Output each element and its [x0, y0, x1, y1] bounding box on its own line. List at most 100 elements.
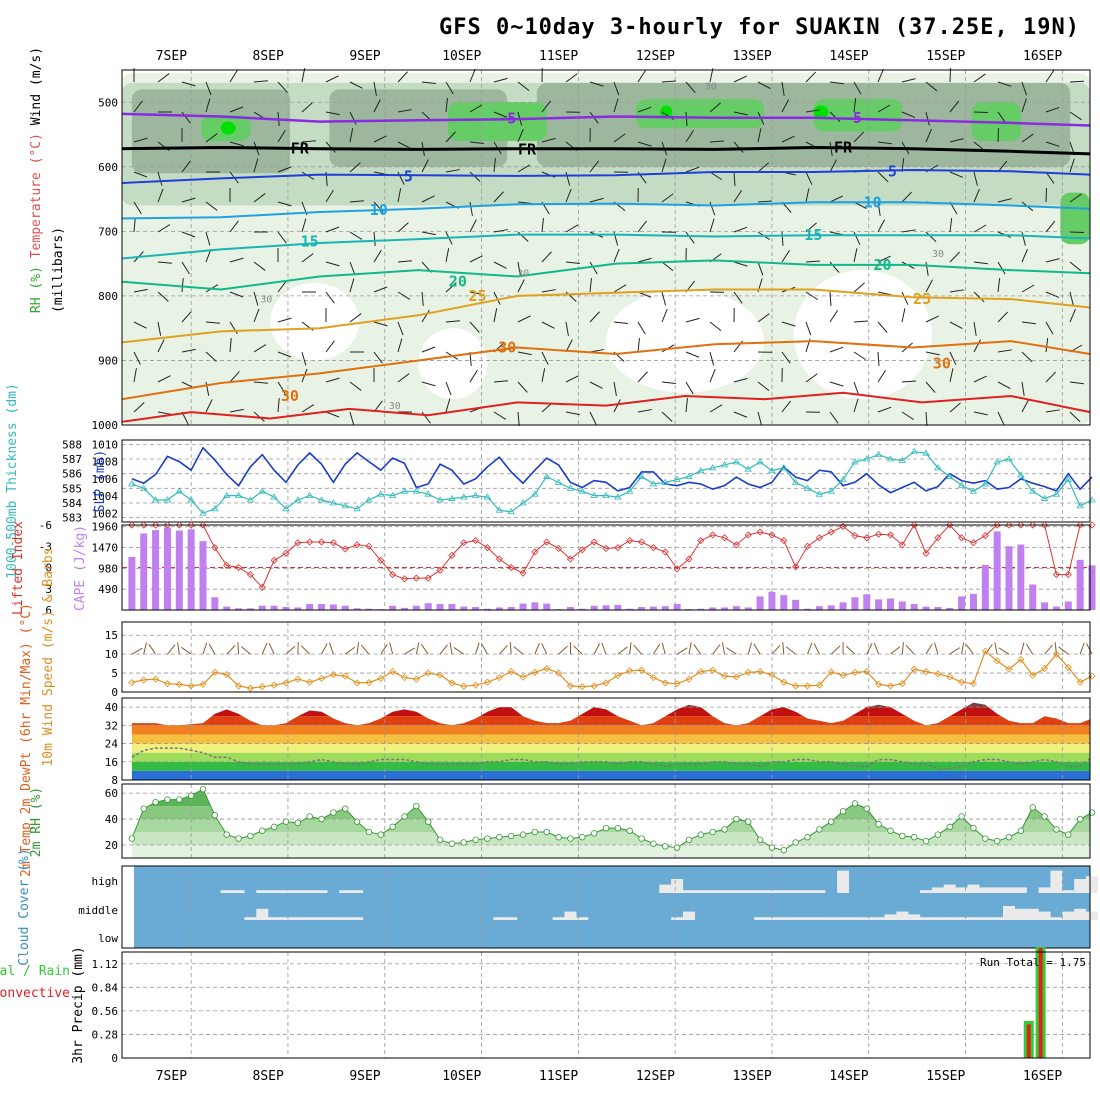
thickness-point — [436, 496, 444, 503]
lifted-index-point — [1005, 521, 1013, 529]
rh-point — [768, 844, 776, 851]
lifted-index-point — [803, 542, 812, 550]
cloud-bar-high — [1074, 879, 1087, 893]
wind-speed-point — [910, 665, 918, 673]
rh-point — [1076, 815, 1084, 823]
wind-barb — [805, 71, 817, 83]
lifted-index-point — [792, 563, 800, 571]
temp-band — [131, 702, 1090, 708]
wind-speed-point — [1052, 650, 1060, 658]
temp-band — [131, 725, 1090, 735]
cloud-bar-middle — [896, 911, 909, 920]
cape-bar — [294, 607, 302, 610]
rh-contour-label: 30 — [260, 294, 272, 305]
wind-barb — [637, 338, 640, 353]
cape-bar — [483, 608, 491, 610]
rh-point — [342, 805, 349, 812]
wind-barb — [445, 248, 450, 263]
wind-barb — [565, 261, 580, 264]
wind-barb-10m — [676, 647, 688, 655]
rh-point — [365, 828, 373, 836]
wind-speed-point — [685, 675, 693, 683]
wind-barb — [229, 220, 239, 233]
wind-barb-10m — [753, 643, 761, 655]
cloud-bar-high — [765, 890, 778, 893]
wind-barb — [469, 219, 477, 233]
rh-point — [626, 827, 633, 834]
wind-barb — [421, 309, 430, 323]
wind-barb-10m — [481, 643, 488, 655]
wind-barb — [589, 381, 603, 389]
temp-contour-label: -5 — [844, 109, 862, 127]
cloud-bar-high — [789, 890, 802, 893]
y-tick-label: 583 — [62, 512, 82, 525]
slp-line — [131, 446, 1093, 494]
thickness-point — [732, 458, 741, 465]
wind-barb — [877, 171, 889, 183]
date-label-bottom: 10SEP — [442, 1069, 481, 1084]
rh-point — [389, 823, 396, 831]
date-label-bottom: 13SEP — [733, 1069, 772, 1084]
wind-barb — [1045, 106, 1060, 113]
wind-barb-10m — [415, 642, 420, 655]
wind-barb-10m — [268, 642, 275, 655]
thickness-point — [934, 464, 942, 471]
lifted-index-point — [507, 563, 515, 572]
wind-barb — [181, 278, 184, 293]
rh-point — [164, 796, 171, 803]
rh-point — [887, 827, 894, 834]
lifted-index-point — [258, 583, 266, 591]
date-label-top: 8SEP — [253, 49, 284, 64]
rh-point — [958, 813, 965, 820]
wind-barb — [805, 109, 820, 113]
thickness-point — [211, 505, 219, 512]
y-axis-label: 2m Temp 2m DewPt (6hr Min/Max) (°C) — [19, 603, 34, 877]
wind-barb — [253, 308, 260, 323]
wind-barb — [517, 351, 532, 356]
rh-shading — [660, 105, 673, 119]
wind-barb — [541, 351, 549, 365]
cape-bar — [140, 533, 148, 610]
wind-speed-point — [958, 678, 966, 686]
wind-barb — [661, 411, 673, 422]
wind-barb — [973, 261, 988, 265]
temp-contour-label: 5 — [888, 162, 897, 180]
wind-barb-10m — [782, 642, 785, 655]
cloud-bar-high — [1014, 887, 1027, 893]
y-tick-label: 3 — [45, 583, 52, 596]
thickness-point — [222, 491, 231, 499]
wind-barb — [613, 81, 620, 96]
cape-bar — [981, 564, 989, 610]
lifted-index-point — [946, 521, 954, 529]
cape-bar — [602, 605, 610, 610]
cape-bar — [697, 608, 705, 610]
wind-barb-10m — [509, 642, 512, 655]
lifted-index-point — [1052, 571, 1060, 579]
wind-barb — [925, 231, 937, 243]
lifted-index-point — [436, 566, 444, 574]
y-tick-label: 0.56 — [92, 1005, 119, 1018]
thickness-point — [234, 491, 243, 499]
cape-bar — [436, 604, 444, 610]
wind-barb — [973, 375, 987, 383]
wind-barb — [1021, 231, 1026, 246]
lifted-index-point — [353, 541, 361, 549]
wind-barb — [469, 171, 481, 182]
rh-point — [733, 815, 740, 823]
wind-barb-10m — [513, 646, 524, 655]
wind-barb-10m — [866, 643, 873, 655]
wind-speed-point — [1064, 663, 1072, 671]
cloud-bar-high — [659, 884, 672, 893]
y-axis-label: (millibars) — [51, 227, 66, 313]
cloud-bar-middle — [979, 917, 992, 920]
lifted-index-point — [1064, 571, 1072, 579]
cloud-bar-middle — [1003, 906, 1016, 920]
wind-barb — [781, 351, 791, 364]
cloud-bar-high — [351, 890, 364, 893]
wind-barb — [1045, 409, 1060, 413]
cape-bar — [412, 605, 420, 610]
wind-barb-10m — [329, 642, 334, 655]
thickness-point — [187, 496, 195, 503]
wind-barb — [157, 261, 172, 264]
wind-barb — [733, 377, 748, 383]
